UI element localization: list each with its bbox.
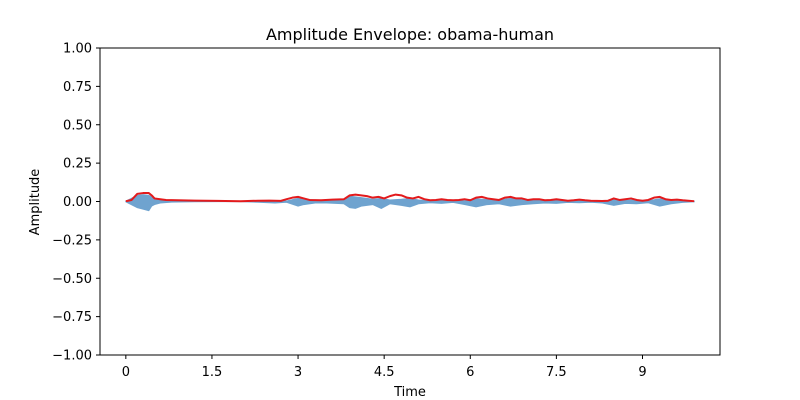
- y-tick-label: −0.50: [52, 272, 92, 287]
- chart-title: Amplitude Envelope: obama-human: [266, 25, 554, 44]
- x-axis-label: Time: [393, 385, 426, 400]
- y-tick-label: 0.75: [63, 80, 92, 95]
- y-tick-label: 0.00: [63, 195, 92, 210]
- y-tick-label: −0.25: [52, 233, 92, 248]
- y-tick-label: 0.50: [63, 118, 92, 133]
- y-tick-label: −1.00: [52, 349, 92, 364]
- x-tick-label: 1.5: [202, 365, 223, 380]
- x-tick-label: 3: [294, 365, 302, 380]
- x-axis-ticks: 0 1.5 3 4.5 6 7.5 9: [122, 355, 647, 380]
- y-tick-label: 1.00: [63, 42, 92, 57]
- y-axis-ticks: 1.00 0.75 0.50 0.25 0.00 −0.25 −0.50 −0.75 −1.00: [52, 42, 100, 364]
- y-axis-label: Amplitude: [28, 169, 43, 236]
- series-layer: [125, 192, 695, 212]
- x-tick-label: 0: [122, 365, 130, 380]
- x-tick-label: 7.5: [546, 365, 567, 380]
- x-tick-label: 6: [466, 365, 474, 380]
- x-tick-label: 4.5: [374, 365, 395, 380]
- x-tick-label: 9: [638, 365, 646, 380]
- envelope-line: [125, 192, 695, 203]
- y-tick-label: 0.25: [63, 157, 92, 172]
- y-tick-label: −0.75: [52, 310, 92, 325]
